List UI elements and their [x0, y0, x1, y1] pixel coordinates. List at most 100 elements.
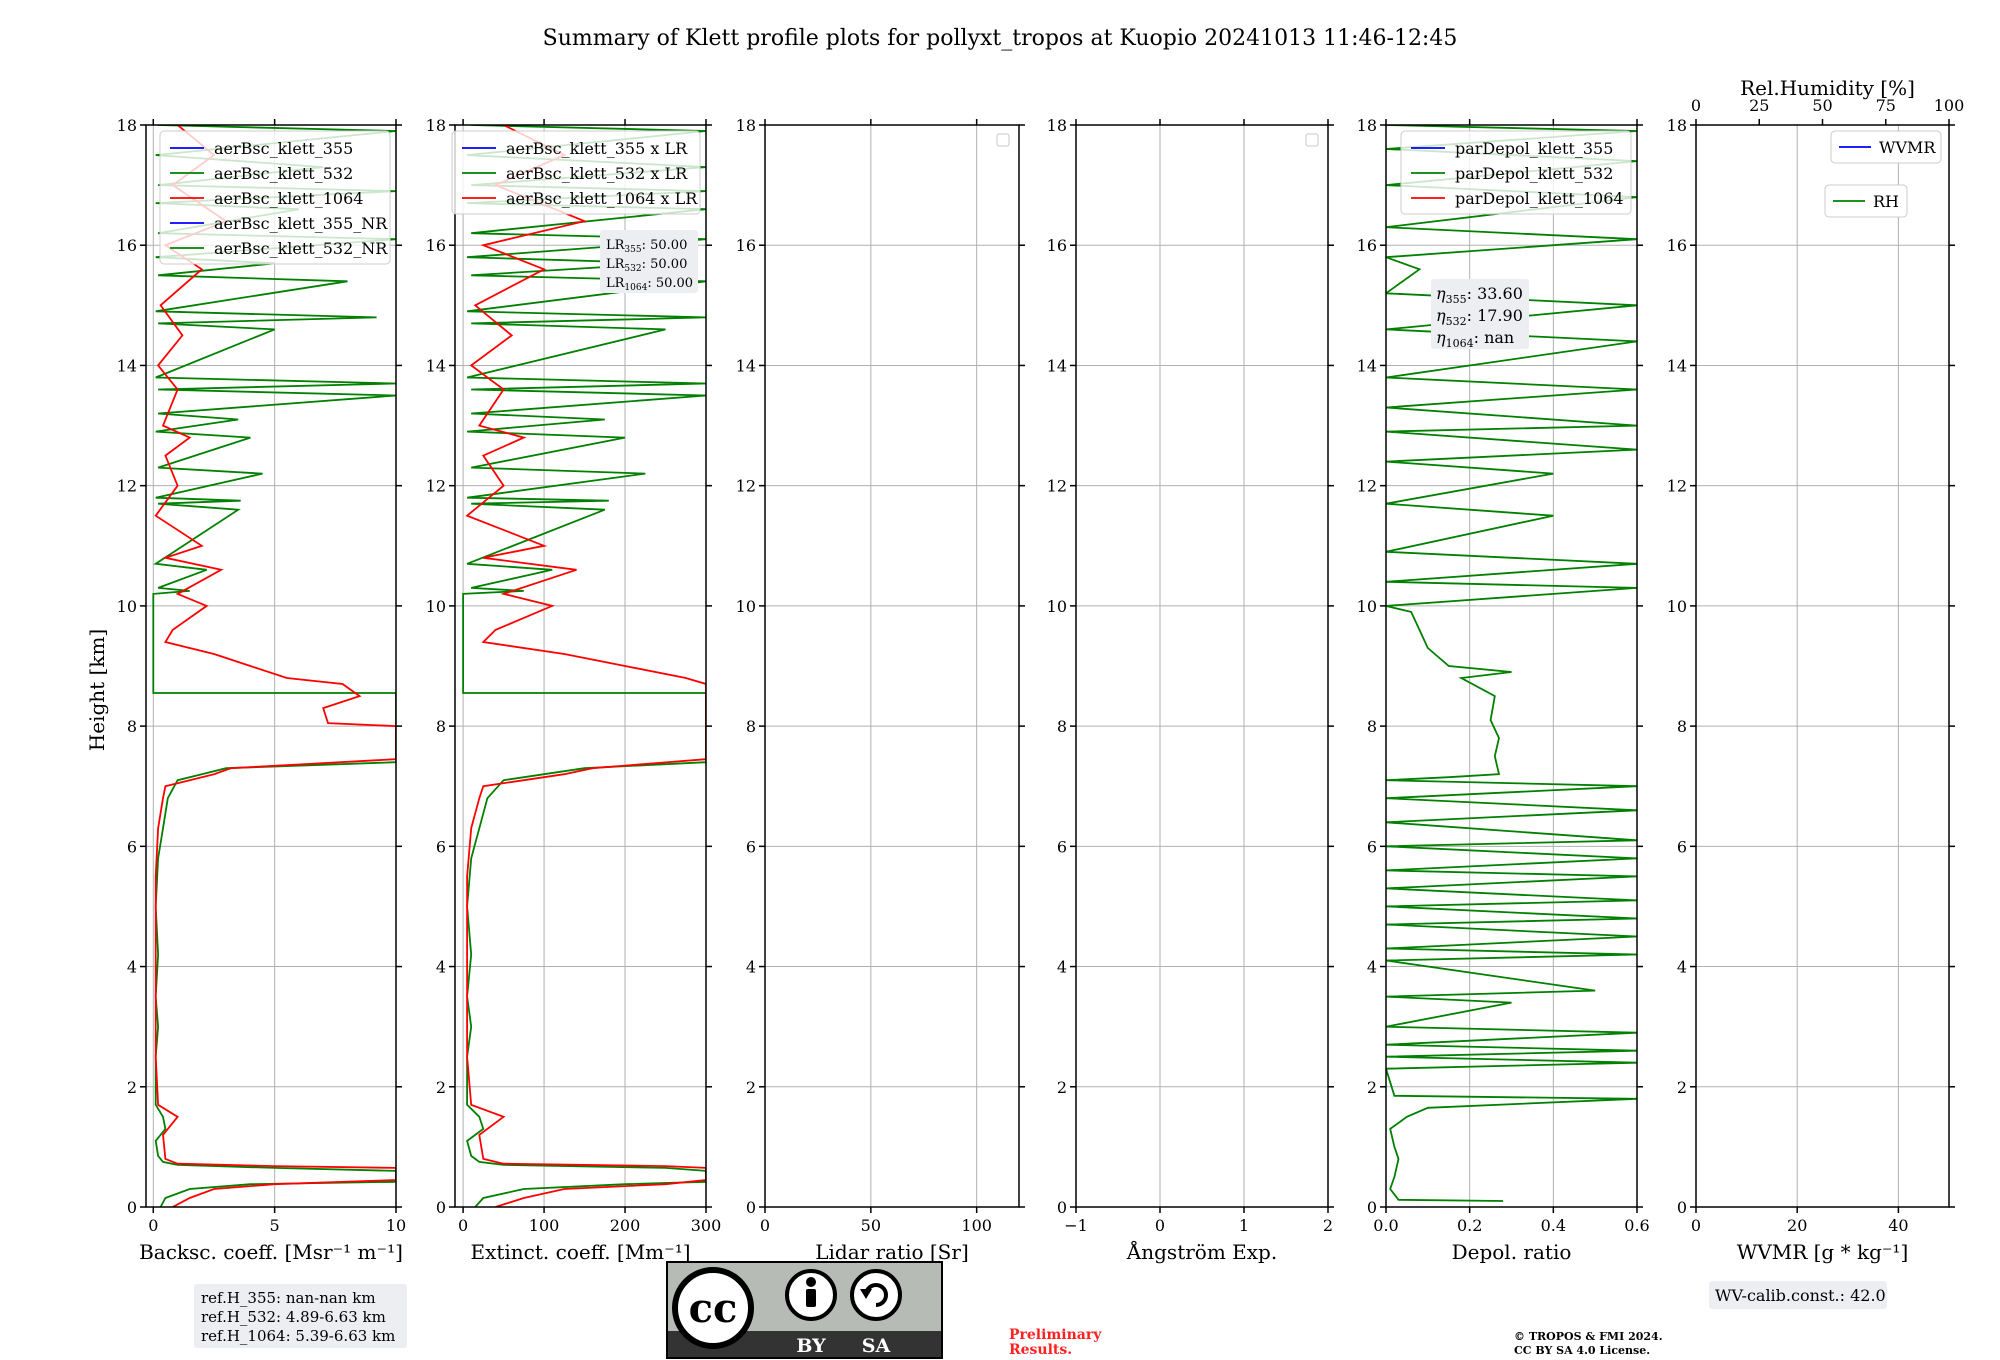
- x-tick-label: 0.0: [1373, 1216, 1398, 1235]
- x-tick-label: 0: [1691, 1216, 1701, 1235]
- y-tick-label: 18: [736, 116, 756, 135]
- legend-label: aerBsc_klett_532_NR: [214, 239, 388, 258]
- y-tick-label: 6: [127, 837, 137, 856]
- x-tick-label: 0.4: [1541, 1216, 1566, 1235]
- axes-frame: [454, 124, 707, 1208]
- y-tick-label: 14: [736, 356, 756, 375]
- wv-calibration-text: WV-calib.const.: 42.0: [1715, 1286, 1886, 1305]
- y-tick-label: 4: [127, 958, 137, 977]
- y-tick-label: 10: [426, 597, 446, 616]
- y-tick-label: 10: [1047, 597, 1067, 616]
- y-tick-label: 4: [1677, 958, 1687, 977]
- cc-by-text: BY: [796, 1335, 826, 1357]
- x-axis-label: Ångström Exp.: [1126, 1239, 1277, 1264]
- preliminary-label-line2: Results.: [1009, 1342, 1072, 1358]
- y-tick-label: 10: [1357, 597, 1377, 616]
- y-tick-label: 4: [1367, 958, 1377, 977]
- panel-lr: 0 2 4 6 8 10 12 14 16 18 0 50 100 Lidar ratio [Sr]: [736, 116, 1025, 1264]
- y-tick-label: 8: [436, 717, 446, 736]
- x-tick-label: 0: [1155, 1216, 1165, 1235]
- annotation-box: [600, 230, 698, 293]
- y-tick-label: 6: [1677, 837, 1687, 856]
- cc-by-sa-badge: cc BY SA: [666, 1261, 943, 1359]
- x-tick-label: 100: [961, 1216, 992, 1235]
- x-tick-label: 0: [458, 1216, 468, 1235]
- lidar-ratio-text: LR355: 50.00: [606, 238, 687, 255]
- legend-label: RH: [1873, 192, 1899, 211]
- y-tick-label: 10: [736, 597, 756, 616]
- y-tick-label: 6: [1367, 837, 1377, 856]
- lidar-ratio-annotation: LR355: 50.00 LR532: 50.00 LR1064: 50.00: [600, 230, 698, 293]
- y-tick-label: 0: [1057, 1198, 1067, 1217]
- series-group: [1386, 125, 1637, 1202]
- lidar-ratio-text: LR532: 50.00: [606, 257, 687, 274]
- series-line-aerBsc_klett_1064: [154, 125, 396, 1207]
- eta-text: η355: 33.60: [1436, 284, 1523, 306]
- y-tick-label: 0: [436, 1198, 446, 1217]
- x-tick-label: 0: [148, 1216, 158, 1235]
- legend-box: [1400, 130, 1632, 215]
- top-x-tick-label: 75: [1876, 96, 1896, 115]
- y-tick-label: 4: [436, 958, 446, 977]
- series-line-aerBsc_klett_1064 x LR: [465, 125, 706, 1207]
- series-group: [462, 125, 706, 1207]
- y-tick-label: 12: [736, 477, 756, 496]
- legend-label: aerBsc_klett_355: [214, 139, 353, 158]
- eta-text: η532: 17.90: [1436, 306, 1523, 328]
- y-tick-label: 2: [746, 1078, 756, 1097]
- top-x-tick-label: 0: [1691, 96, 1701, 115]
- x-tick-label: 0.2: [1457, 1216, 1482, 1235]
- x-tick-label: 300: [691, 1216, 722, 1235]
- y-tick-label: 8: [1677, 717, 1687, 736]
- y-tick-label: 0: [1677, 1198, 1687, 1217]
- y-tick-label: 0: [746, 1198, 756, 1217]
- x-tick-label: 0: [760, 1216, 770, 1235]
- legend-label: WVMR: [1879, 138, 1936, 157]
- legend-label: aerBsc_klett_532: [214, 164, 353, 183]
- share-alike-arrowhead: [860, 1289, 872, 1299]
- series-line-aerBsc_klett_532 x LR: [462, 125, 706, 1207]
- legend-label: aerBsc_klett_1064: [214, 189, 363, 208]
- y-tick-label: 18: [426, 116, 446, 135]
- x-tick-label: 100: [529, 1216, 560, 1235]
- lidar-ratio-text: LR1064: 50.00: [606, 276, 693, 293]
- axes-frame: [1695, 124, 1950, 1208]
- legend-label: parDepol_klett_532: [1455, 164, 1613, 183]
- y-tick-label: 4: [1057, 958, 1067, 977]
- y-tick-label: 6: [746, 837, 756, 856]
- attribution-head: [806, 1277, 816, 1287]
- empty-legend-box: [1305, 133, 1319, 147]
- legend-label: parDepol_klett_1064: [1455, 189, 1624, 208]
- ref-height-532: ref.H_532: 4.89-6.63 km: [201, 1308, 386, 1326]
- y-tick-label: 6: [436, 837, 446, 856]
- legend-box: [1824, 184, 1908, 218]
- panel-bsc: 0 2 4 6 8 10 12 14 16 18 0 5 10 Backsc. coeff. [Msr⁻¹…: [117, 116, 407, 1264]
- y-tick-label: 16: [426, 236, 446, 255]
- x-tick-label: 50: [861, 1216, 881, 1235]
- x-tick-label: 5: [270, 1216, 280, 1235]
- y-tick-label: 10: [1667, 597, 1687, 616]
- y-tick-label: 16: [736, 236, 756, 255]
- legend-label: aerBsc_klett_355 x LR: [506, 139, 688, 158]
- cc-sa-text: SA: [862, 1335, 891, 1357]
- series-line-parDepol_klett_532: [1386, 125, 1637, 1202]
- y-tick-label: 8: [746, 717, 756, 736]
- x-tick-label: 10: [386, 1216, 406, 1235]
- cc-logo-icon: [672, 1267, 754, 1349]
- copyright-line2: CC BY SA 4.0 License.: [1514, 1344, 1650, 1357]
- grid: [1695, 124, 1949, 1208]
- cc-logo-text: cc: [689, 1285, 738, 1332]
- top-x-tick-label: 25: [1749, 96, 1769, 115]
- y-tick-label: 12: [426, 477, 446, 496]
- y-tick-label: 10: [117, 597, 137, 616]
- y-tick-label: 16: [1667, 236, 1687, 255]
- figure-title: Summary of Klett profile plots for polly…: [543, 26, 1458, 51]
- y-tick-label: 14: [1047, 356, 1067, 375]
- preliminary-label-line1: Preliminary: [1009, 1327, 1102, 1343]
- y-tick-label: 12: [117, 477, 137, 496]
- axes-frame: [764, 124, 1020, 1208]
- y-tick-label: 14: [117, 356, 137, 375]
